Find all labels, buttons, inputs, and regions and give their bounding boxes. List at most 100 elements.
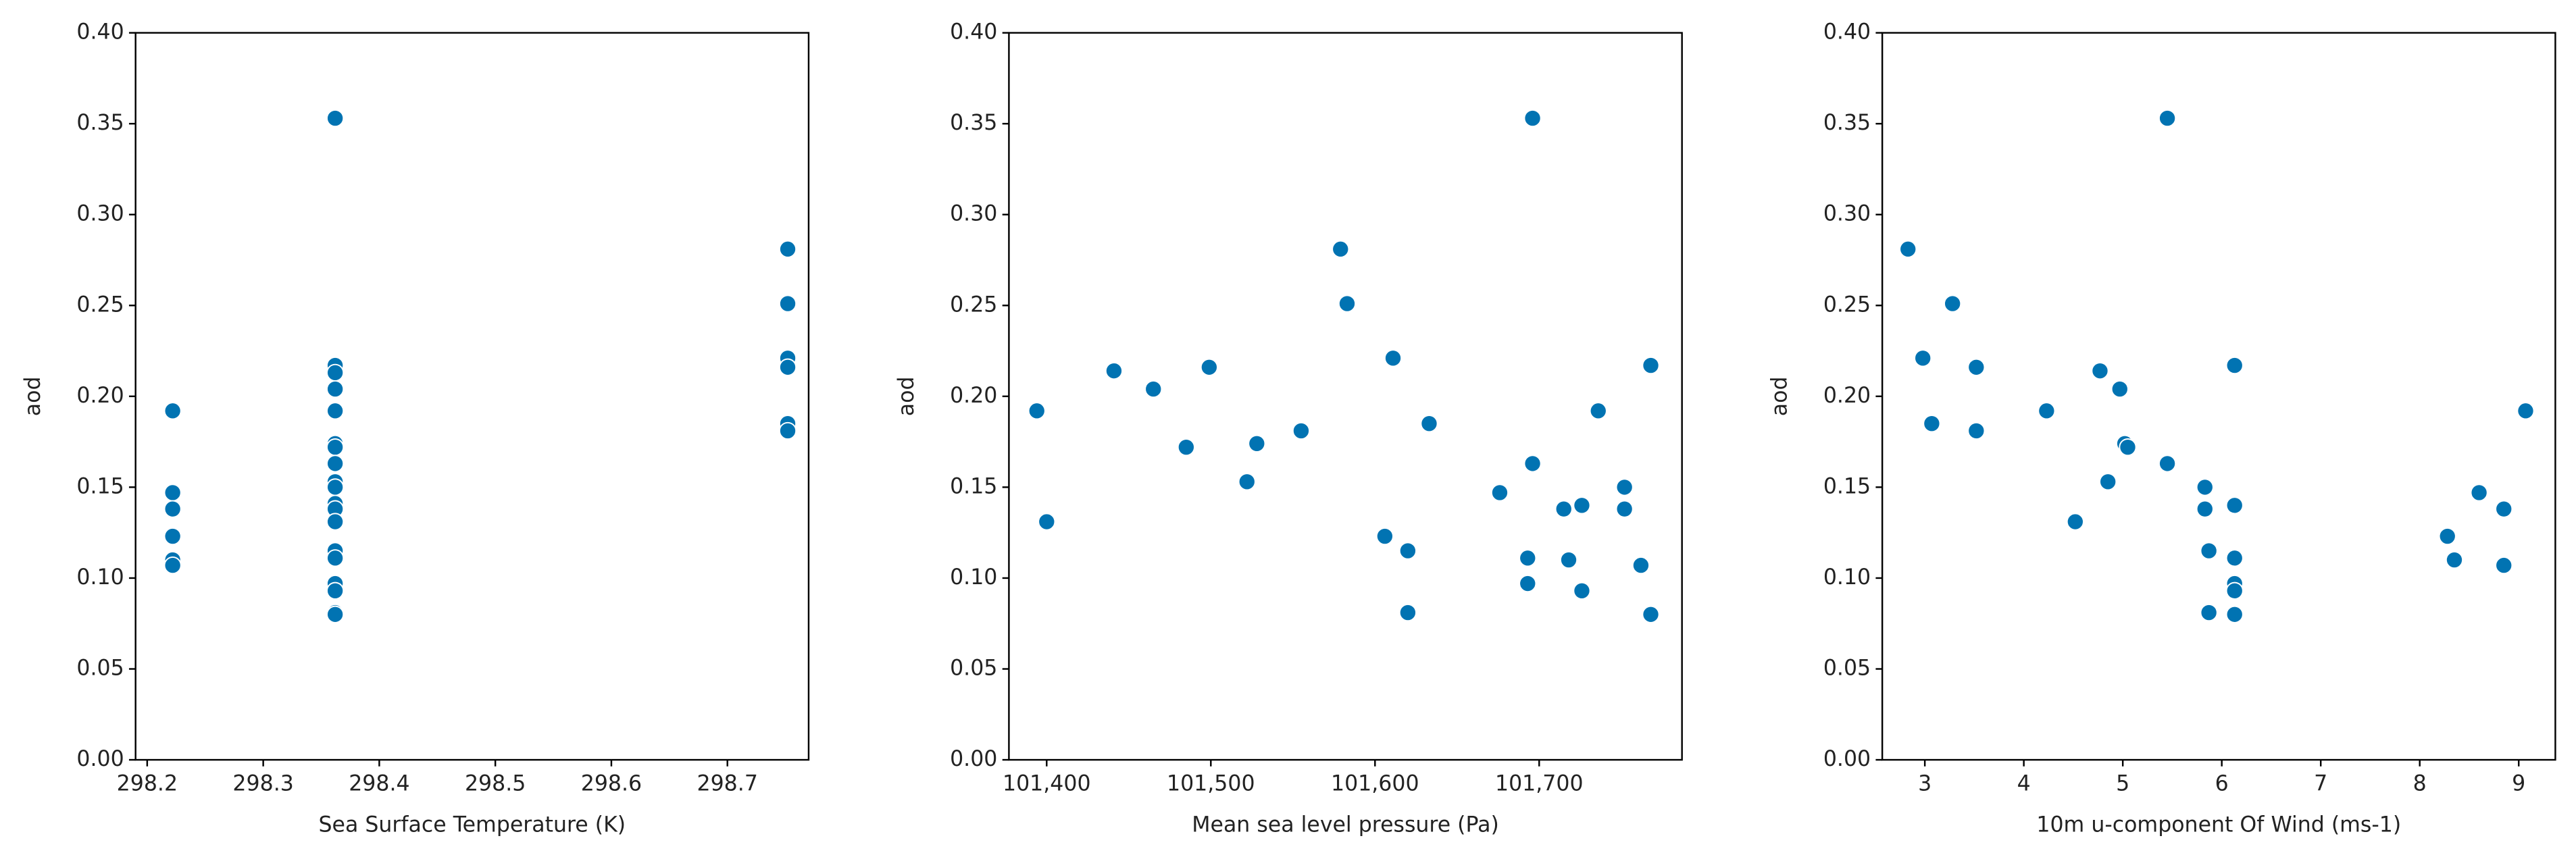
scatter-point	[1398, 603, 1417, 622]
x-tick-label: 298.6	[581, 772, 642, 796]
scatter-point	[163, 402, 182, 420]
scatter-point	[1490, 484, 1509, 502]
scatter-point	[326, 581, 345, 600]
x-tick-label: 101,700	[1495, 772, 1584, 796]
x-tick-label: 101,500	[1167, 772, 1255, 796]
scatter-point	[1944, 294, 1962, 313]
scatter-point	[1375, 527, 1394, 546]
scatter-point	[778, 358, 797, 376]
x-tick-label: 298.5	[465, 772, 526, 796]
scatter-point	[2225, 496, 2244, 515]
scatter-point	[2158, 455, 2177, 473]
scatter-point	[2099, 473, 2117, 491]
y-axis-label: aod	[894, 376, 919, 416]
x-tick-label: 101,400	[1003, 772, 1091, 796]
x-axis-label: Sea Surface Temperature (K)	[319, 812, 626, 837]
scatter-point	[163, 500, 182, 518]
scatter-point	[1967, 421, 1986, 440]
scatter-point	[1573, 581, 1591, 600]
scatter-point	[1338, 294, 1357, 313]
scatter-point	[326, 549, 345, 567]
scatter-point	[1177, 438, 1195, 457]
scatter-point	[1028, 402, 1046, 420]
x-tick-label: 6	[2215, 772, 2229, 796]
scatter-point	[2158, 109, 2177, 128]
scatter-point	[1398, 542, 1417, 560]
scatter-point	[1144, 380, 1163, 398]
y-tick-label: 0.20	[1823, 384, 1871, 408]
scatter-point	[1332, 240, 1350, 258]
scatter-point	[326, 605, 345, 623]
y-tick-label: 0.10	[950, 565, 997, 590]
y-tick-label: 0.05	[76, 656, 124, 681]
scatter-point	[1105, 362, 1123, 380]
scatter-point	[778, 421, 797, 440]
scatter-point	[1632, 556, 1650, 575]
scatter-point	[1573, 496, 1591, 515]
x-tick-label: 101,600	[1331, 772, 1419, 796]
scatter-point	[2066, 513, 2084, 531]
scatter-point	[1914, 349, 1932, 367]
x-axis-label: Mean sea level pressure (Pa)	[1192, 812, 1499, 837]
y-tick-label: 0.40	[950, 20, 997, 45]
scatter-point	[1642, 605, 1660, 623]
scatter-point	[2225, 356, 2244, 375]
scatter-point	[163, 556, 182, 575]
x-tick-label: 298.2	[117, 772, 178, 796]
y-tick-label: 0.05	[950, 656, 997, 681]
scatter-point	[1519, 549, 1537, 567]
scatter-point	[326, 363, 345, 382]
scatter-point	[2225, 605, 2244, 623]
scatter-point	[1200, 358, 1218, 376]
y-tick-label: 0.25	[1823, 292, 1871, 317]
y-tick-label: 0.30	[950, 202, 997, 226]
y-tick-label: 0.15	[950, 474, 997, 498]
scatter-point	[778, 240, 797, 258]
scatter-point	[1292, 421, 1311, 440]
scatter-point	[2438, 527, 2456, 546]
y-tick-label: 0.00	[1823, 747, 1871, 771]
y-tick-label: 0.10	[1823, 565, 1871, 590]
scatter-point	[1967, 358, 1986, 376]
subplot: 0.00 0.05 0.10 0.15 0.20 0.25 0.30 0.35 0.40 3 4 5 6…	[1767, 20, 2556, 837]
scatter-point	[1523, 455, 1542, 473]
scatter-point	[1248, 434, 1266, 452]
y-tick-label: 0.10	[76, 565, 124, 590]
scatter-point	[1642, 356, 1660, 375]
x-tick-label: 298.3	[232, 772, 293, 796]
x-tick-label: 9	[2512, 772, 2525, 796]
y-tick-label: 0.35	[76, 111, 124, 135]
x-tick-label: 8	[2413, 772, 2427, 796]
scatter-point	[1559, 550, 1578, 569]
y-tick-label: 0.25	[76, 292, 124, 317]
y-tick-label: 0.15	[1823, 474, 1871, 498]
y-tick-label: 0.35	[950, 111, 997, 135]
y-tick-label: 0.35	[1823, 111, 1871, 135]
x-axis-label: 10m u-component Of Wind (ms-1)	[2036, 812, 2401, 837]
scatter-point	[1899, 240, 1917, 258]
subplot: 0.00 0.05 0.10 0.15 0.20 0.25 0.30 0.35 0.40 298.…	[21, 20, 810, 837]
plot-frame	[1008, 32, 1683, 761]
scatter-point	[1923, 415, 1941, 433]
scatter-point	[2470, 484, 2488, 502]
scatter-point	[326, 402, 345, 420]
y-axis-label: aod	[1767, 376, 1792, 416]
x-tick-label: 5	[2116, 772, 2129, 796]
plot-frame	[1881, 32, 2556, 761]
y-tick-label: 0.30	[1823, 202, 1871, 226]
y-tick-label: 0.40	[1823, 20, 1871, 45]
scatter-point	[778, 294, 797, 313]
scatter-point	[1384, 349, 1403, 367]
scatter-point	[163, 484, 182, 502]
scatter-point	[2196, 500, 2214, 518]
x-tick-label: 4	[2017, 772, 2031, 796]
scatter-point	[2225, 581, 2244, 600]
scatter-point	[2495, 556, 2513, 575]
subplot: 0.00 0.05 0.10 0.15 0.20 0.25 0.30 0.35 0.40 101,…	[894, 20, 1683, 837]
scatter-point	[2200, 603, 2218, 622]
scatter-point	[2517, 402, 2535, 420]
y-tick-label: 0.25	[950, 292, 997, 317]
scatter-point	[1238, 473, 1256, 491]
y-tick-label: 0.00	[76, 747, 124, 771]
